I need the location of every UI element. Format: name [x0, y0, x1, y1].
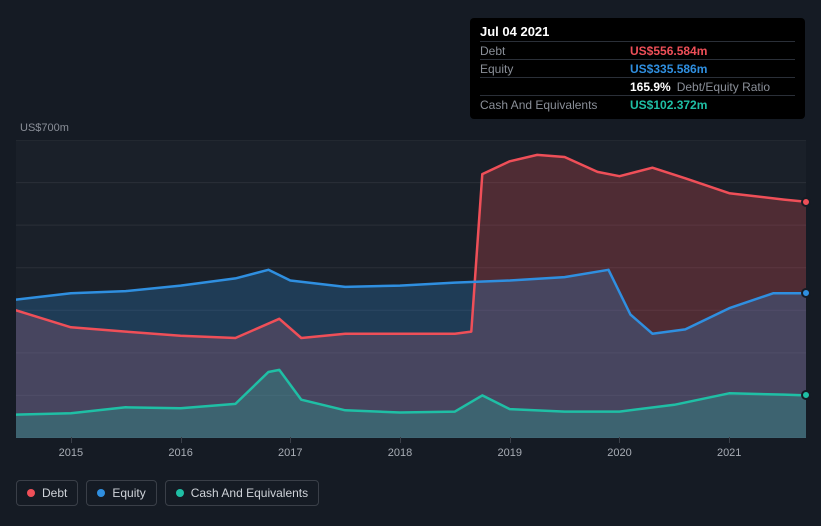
chart-container: Jul 04 2021 Debt US$556.584m Equity US$3… [0, 0, 821, 526]
legend-item-debt[interactable]: Debt [16, 480, 78, 506]
tooltip-value: US$335.586m [630, 62, 707, 76]
x-tick-label: 2015 [59, 447, 83, 459]
legend-item-equity[interactable]: Equity [86, 480, 156, 506]
area-chart[interactable] [16, 140, 806, 438]
tooltip-label: Debt [480, 44, 630, 58]
x-tick-label: 2021 [717, 447, 741, 459]
x-tick-label: 2018 [388, 447, 412, 459]
chart-tooltip: Jul 04 2021 Debt US$556.584m Equity US$3… [470, 18, 805, 119]
x-tick-label: 2017 [278, 447, 302, 459]
series-end-dot-debt [801, 197, 811, 207]
legend-dot [176, 489, 184, 497]
x-tick-label: 2016 [168, 447, 192, 459]
x-axis: 2015 2016 2017 2018 2019 2020 2021 [0, 445, 821, 465]
tooltip-value: 165.9% [630, 80, 671, 94]
legend-dot [97, 489, 105, 497]
tooltip-value: US$556.584m [630, 44, 707, 58]
tooltip-extra: Debt/Equity Ratio [677, 80, 770, 94]
legend-label: Equity [112, 486, 145, 500]
legend-label: Debt [42, 486, 67, 500]
tooltip-row-equity: Equity US$335.586m [480, 59, 795, 77]
x-tick-label: 2020 [607, 447, 631, 459]
y-axis-label-top: US$700m [20, 122, 69, 134]
series-end-dot-equity [801, 288, 811, 298]
tooltip-row-cash: Cash And Equivalents US$102.372m [480, 95, 795, 113]
legend-item-cash[interactable]: Cash And Equivalents [165, 480, 319, 506]
series-end-dot-cash [801, 390, 811, 400]
x-tick-label: 2019 [498, 447, 522, 459]
tooltip-row-ratio: 165.9% Debt/Equity Ratio [480, 77, 795, 95]
tooltip-row-debt: Debt US$556.584m [480, 41, 795, 59]
tooltip-date: Jul 04 2021 [480, 24, 795, 39]
tooltip-label: Cash And Equivalents [480, 98, 630, 112]
tooltip-label: Equity [480, 62, 630, 76]
chart-legend: Debt Equity Cash And Equivalents [16, 480, 319, 506]
legend-dot [27, 489, 35, 497]
legend-label: Cash And Equivalents [191, 486, 308, 500]
tooltip-value: US$102.372m [630, 98, 707, 112]
